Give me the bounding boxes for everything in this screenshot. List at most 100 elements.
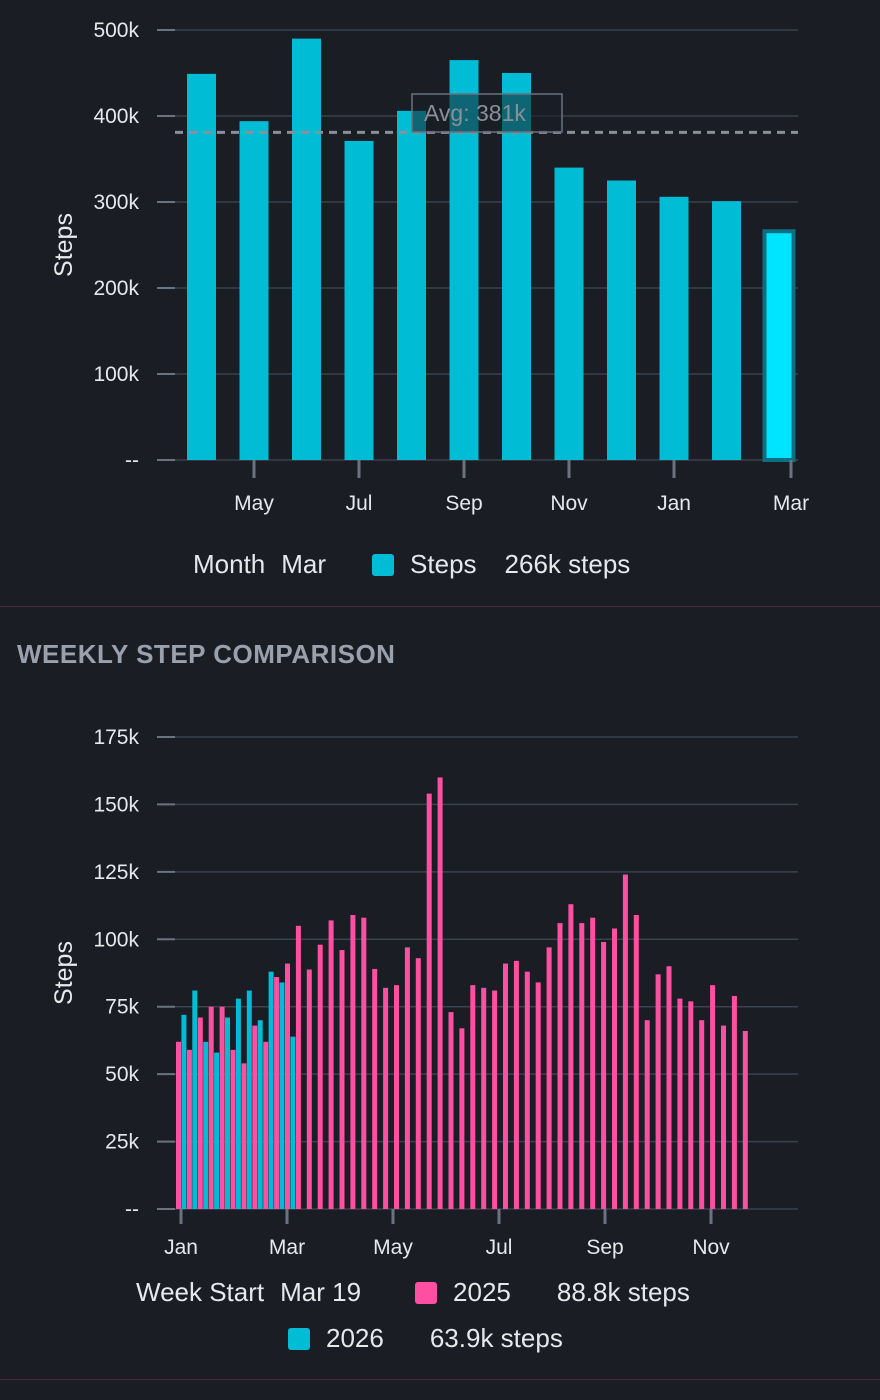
bar-2025-week [426, 793, 432, 1209]
bar-2025-week [197, 1017, 203, 1209]
bar-2025-week [252, 1025, 258, 1209]
bar-2026-week [279, 982, 285, 1209]
bar-2026-week [257, 1020, 263, 1209]
y-tick-label: 175k [93, 726, 139, 749]
bar-2025-week [274, 977, 280, 1209]
bar-2025-week [328, 920, 334, 1209]
bar-2025-week [513, 960, 519, 1209]
bar-2026-week [246, 990, 252, 1209]
bar-2025-week [590, 917, 596, 1209]
bar-aug [397, 110, 426, 460]
x-tick-label: Nov [692, 1236, 730, 1259]
bar-2025-week [208, 1006, 214, 1209]
section-divider [0, 606, 880, 607]
legend-x-label: Month [193, 549, 266, 579]
bar-jan [659, 196, 689, 460]
x-tick-label: Jul [486, 1236, 513, 1259]
legend-2026-name: 2026 [326, 1323, 384, 1353]
average-label: Avg: 381k [424, 100, 526, 126]
average-label-box [411, 93, 563, 133]
bar-2025-week [394, 985, 399, 1209]
bar-2025-week [699, 1020, 705, 1209]
bar-2025-week [710, 985, 716, 1209]
x-tick-label: May [234, 492, 274, 515]
x-tick-label: Sep [586, 1236, 623, 1259]
monthly-steps-panel: -- 100k 200k 300k 400k 500k Steps May Jul Sep Nov J… [0, 0, 880, 606]
y-tick-label: 100k [93, 928, 139, 951]
y-axis-title: Steps [50, 213, 78, 277]
bar-2025-week [568, 904, 574, 1209]
y-tick-label: -- [125, 1198, 139, 1221]
weekly-section-title: WEEKLY STEP COMPARISON [17, 639, 396, 669]
bar-2026-week [235, 998, 241, 1209]
bar-2025-week [742, 1030, 748, 1209]
bar-2026-week [268, 971, 274, 1209]
bar-2025-week [557, 923, 563, 1209]
monthly-legend: Month Mar Steps 266k steps [193, 549, 630, 580]
bar-2025-week [230, 1049, 236, 1209]
legend-2025-value: 88.8k steps [556, 1277, 690, 1307]
y-tick-label: 300k [93, 191, 139, 214]
x-tick-label: Sep [445, 492, 482, 515]
y-tick-label: 400k [93, 105, 139, 128]
weekly-comparison-chart: -- 25k 50k 75k 100k 125k 150k 175k Steps Jan Mar Ma… [50, 726, 798, 1259]
y-tick-label: 125k [93, 861, 139, 884]
y-tick-label: 25k [105, 1131, 139, 1154]
bar-2025-week [186, 1049, 192, 1209]
bar-2025-week [448, 1012, 454, 1209]
bar-2025-week [612, 928, 617, 1209]
bar-dec [607, 180, 636, 460]
bar-2026-week [192, 990, 198, 1209]
legend-2025-swatch [415, 1281, 438, 1304]
bar-2025-week [372, 968, 378, 1209]
x-tick-label: Jan [164, 1236, 198, 1259]
bar-2025-week [219, 1006, 225, 1209]
bar-apr [187, 73, 216, 461]
bar-jun [292, 38, 321, 460]
bar-feb [712, 201, 741, 460]
legend-steps-value: 266k steps [504, 549, 631, 579]
bar-2026-week [214, 1052, 220, 1209]
monthly-steps-chart: -- 100k 200k 300k 400k 500k Steps May Jul Sep Nov J… [50, 19, 809, 515]
legend-2026-swatch [288, 1327, 310, 1350]
x-tick-label: May [373, 1236, 413, 1259]
legend-2026-value: 63.9k steps [429, 1323, 563, 1353]
bar-2025-week [535, 982, 541, 1209]
bar-2025-week [503, 963, 508, 1209]
x-tick-label: Mar [773, 492, 809, 515]
bar-2025-week [721, 1025, 726, 1209]
weekly-legend-row-1: Week Start Mar 19 2025 88.8k steps [136, 1277, 690, 1308]
bar-2025-week [383, 987, 389, 1209]
weekly-comparison-panel: WEEKLY STEP COMPARISON -- 25k 50k 75k 100k 12… [0, 607, 880, 1379]
bar-oct [502, 73, 531, 460]
legend-steps-name: Steps [410, 549, 477, 579]
x-tick-label: Mar [269, 1236, 305, 1259]
bar-2025-week [644, 1020, 650, 1209]
bar-2025-week [404, 947, 410, 1209]
bar-2025-week [176, 1041, 181, 1209]
x-tick-label: Nov [550, 492, 588, 515]
bar-2025-week [492, 990, 498, 1209]
y-tick-label: 200k [93, 277, 139, 300]
bar-2025-week [459, 1028, 465, 1209]
bar-2025-week [415, 958, 421, 1209]
bar-jul [344, 140, 374, 460]
y-tick-label: 100k [93, 363, 139, 386]
bar-2025-week [601, 941, 607, 1209]
bar-2026-week [225, 1017, 230, 1209]
bar-2025-week [666, 966, 672, 1209]
bar-2025-week [285, 963, 290, 1209]
bar-2025-week [437, 777, 443, 1209]
section-divider [0, 1379, 880, 1380]
bar-2025-week [306, 969, 312, 1209]
bar-nov [554, 167, 584, 460]
weekly-legend-row-2: 2026 63.9k steps [288, 1323, 563, 1354]
bar-2025-week [622, 874, 628, 1209]
bar-2026-week [203, 1041, 209, 1209]
bar-2026-week [290, 1036, 296, 1209]
y-tick-label: 50k [105, 1063, 139, 1086]
legend-x-value: Mar [281, 549, 327, 579]
y-tick-label: 500k [93, 19, 139, 42]
bar-2025-week [263, 1041, 269, 1209]
x-tick-label: Jan [657, 492, 691, 515]
